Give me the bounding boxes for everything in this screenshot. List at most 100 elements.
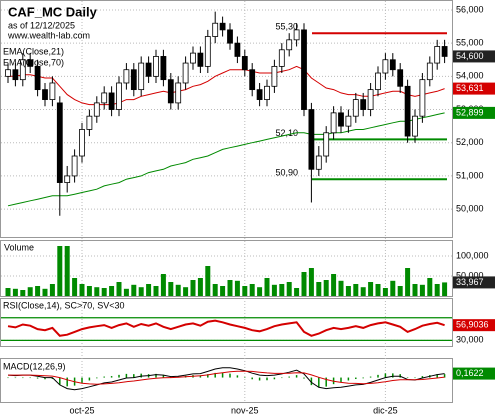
volume-bar xyxy=(168,282,174,296)
volume-bar xyxy=(79,284,85,296)
subtitle: as of 12/12/2025 xyxy=(8,20,75,30)
y-tick-label: 100,000 xyxy=(456,250,489,260)
macd-histogram-bar xyxy=(96,377,98,379)
candle-body xyxy=(389,59,396,71)
volume-bar xyxy=(279,284,285,296)
candle-body xyxy=(197,52,204,67)
macd-histogram-bar xyxy=(384,373,387,378)
volume-bar xyxy=(375,284,381,296)
volume-bar xyxy=(382,288,388,296)
volume-bar xyxy=(183,287,189,296)
volume-bar xyxy=(353,284,359,296)
volume-bar xyxy=(212,284,218,296)
last-value-badge xyxy=(453,106,495,119)
last-value-label: 52,899 xyxy=(456,107,484,117)
volume-bar xyxy=(153,286,159,296)
candle-body xyxy=(330,112,337,134)
candle-body xyxy=(301,29,307,110)
volume-bar xyxy=(57,246,63,296)
last-value-label: 54,600 xyxy=(456,51,484,61)
macd-histogram-bar xyxy=(244,377,246,378)
volume-bar xyxy=(27,287,33,296)
volume-bar xyxy=(138,287,144,296)
volume-bar xyxy=(294,288,300,296)
candle-body xyxy=(190,52,196,64)
candle-body xyxy=(34,65,41,91)
candle-body xyxy=(79,129,85,157)
candle-body xyxy=(130,69,137,91)
volume-bar xyxy=(205,266,211,296)
candle-body xyxy=(441,46,448,57)
macd-histogram-bar xyxy=(369,376,372,378)
x-tick-label: oct-25 xyxy=(69,405,94,415)
candle-body xyxy=(256,89,263,100)
volume-bar xyxy=(20,290,26,296)
macd-histogram-bar xyxy=(162,374,165,378)
last-value-badge xyxy=(453,50,495,63)
volume-bar xyxy=(345,286,351,296)
macd-histogram-bar xyxy=(59,377,61,385)
candle-body xyxy=(375,72,381,91)
candle-body xyxy=(227,29,233,44)
candle-body xyxy=(71,155,78,177)
candle-body xyxy=(278,49,285,67)
candle-body xyxy=(397,69,404,87)
macd-histogram-bar xyxy=(251,377,253,380)
candle-body xyxy=(145,62,152,77)
macd-histogram-bar xyxy=(110,376,113,378)
volume-bar xyxy=(86,286,92,296)
volume-bar xyxy=(72,278,78,296)
macd-histogram-bar xyxy=(155,373,157,378)
volume-bar xyxy=(5,288,11,296)
panel-title: RSI(Close,14), SC>70, SV<30 xyxy=(3,300,125,310)
volume-bar xyxy=(271,284,277,296)
macd-histogram-bar xyxy=(414,377,416,379)
y-tick-label: 30,000 xyxy=(456,335,484,345)
macd-histogram-bar xyxy=(310,377,313,386)
volume-bar xyxy=(131,284,137,296)
volume-bar xyxy=(101,288,107,296)
volume-bar xyxy=(323,280,329,296)
legend-entry: EMA(Close,70) xyxy=(3,57,64,67)
volume-bar xyxy=(220,286,226,296)
candle-body xyxy=(86,115,93,130)
macd-histogram-bar xyxy=(207,374,209,378)
macd-histogram-bar xyxy=(66,377,68,387)
volume-bar xyxy=(390,280,396,296)
volume-bar xyxy=(35,286,41,296)
y-tick-label: 56,000 xyxy=(456,4,484,14)
macd-line xyxy=(7,367,445,391)
volume-bar xyxy=(94,287,100,296)
candle-body xyxy=(412,115,418,137)
last-value-label: 56,9036 xyxy=(456,320,489,330)
volume-bar xyxy=(442,282,448,296)
volume-bar xyxy=(412,284,418,296)
candle-body xyxy=(404,85,411,137)
macd-histogram-bar xyxy=(214,372,216,378)
candle-body xyxy=(352,99,359,117)
candle-body xyxy=(116,82,122,110)
macd-histogram-bar xyxy=(81,377,83,383)
macd-histogram-bar xyxy=(273,377,276,380)
candle-body xyxy=(212,22,219,37)
level-label: 52,10 xyxy=(275,128,298,138)
last-value-badge xyxy=(453,319,495,332)
volume-bar xyxy=(338,280,344,296)
candle-body xyxy=(138,62,145,91)
macd-histogram-bar xyxy=(325,377,327,387)
candle-body xyxy=(315,155,322,170)
legend-entry: EMA(Close,21) xyxy=(3,46,64,56)
volume-bar xyxy=(316,282,322,296)
candle-body xyxy=(293,29,300,41)
volume-bar xyxy=(234,280,240,296)
volume-bar xyxy=(434,284,440,296)
volume-bar xyxy=(397,286,403,296)
volume-bar xyxy=(286,282,292,296)
candle-body xyxy=(19,59,26,81)
signal-line xyxy=(8,370,445,385)
macd-histogram-bar xyxy=(221,372,224,378)
macd-histogram-bar xyxy=(377,374,379,378)
volume-bar xyxy=(109,286,115,296)
macd-histogram-bar xyxy=(125,373,128,378)
candle-body xyxy=(204,36,211,67)
